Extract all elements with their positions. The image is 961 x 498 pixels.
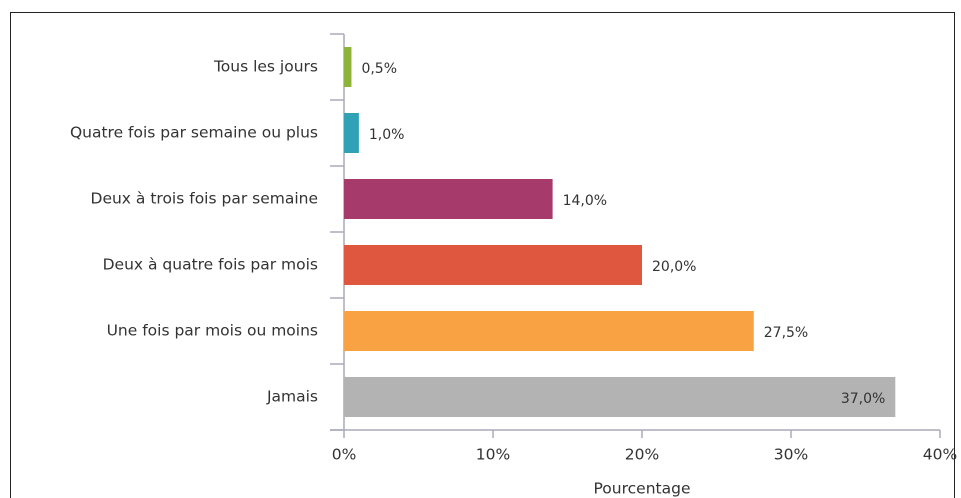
value-label: 20,0% bbox=[652, 259, 696, 275]
y-tick-label: Deux à trois fois par semaine bbox=[91, 190, 318, 208]
bar bbox=[344, 47, 352, 87]
x-tick-label: 30% bbox=[774, 446, 808, 464]
y-tick-label: Tous les jours bbox=[213, 58, 318, 76]
bar bbox=[344, 377, 896, 417]
value-label: 37,0% bbox=[841, 391, 885, 407]
bar bbox=[344, 311, 754, 351]
bar bbox=[344, 179, 553, 219]
value-label: 27,5% bbox=[764, 325, 808, 341]
value-label: 14,0% bbox=[563, 193, 607, 209]
bar bbox=[344, 245, 642, 285]
value-label: 1,0% bbox=[369, 127, 405, 143]
x-axis-title: Pourcentage bbox=[594, 480, 691, 498]
x-tick-label: 40% bbox=[923, 446, 957, 464]
y-tick-label: Deux à quatre fois par mois bbox=[103, 256, 318, 274]
x-tick-label: 20% bbox=[625, 446, 659, 464]
y-tick-label: Une fois par mois ou moins bbox=[107, 322, 318, 340]
x-tick-label: 10% bbox=[476, 446, 510, 464]
y-tick-label: Jamais bbox=[266, 388, 318, 406]
x-tick-label: 0% bbox=[332, 446, 357, 464]
y-tick-label: Quatre fois par semaine ou plus bbox=[70, 124, 318, 142]
bar bbox=[344, 113, 359, 153]
value-label: 0,5% bbox=[361, 61, 397, 77]
